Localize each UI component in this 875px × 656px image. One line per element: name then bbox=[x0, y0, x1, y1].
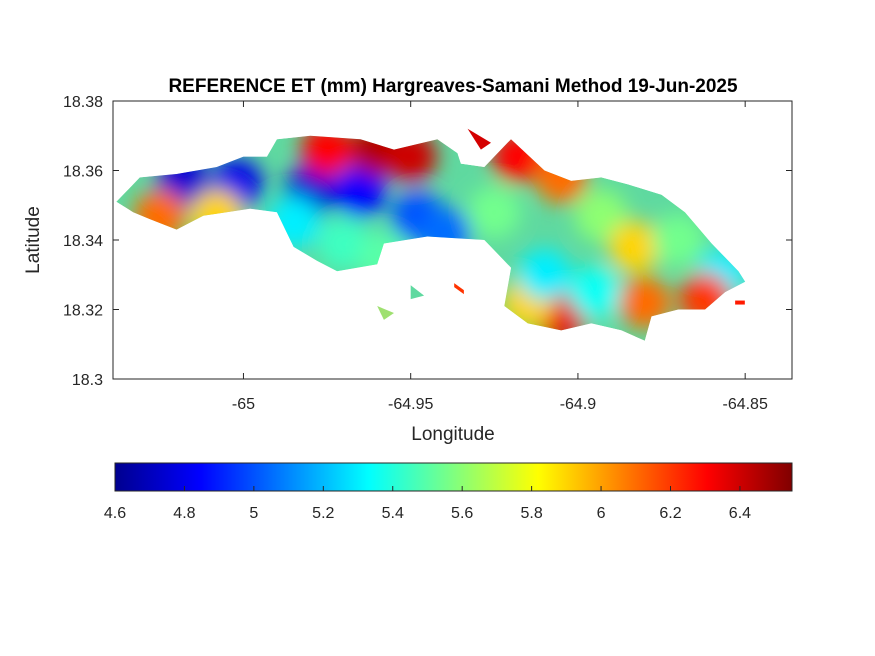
colorbar-tick-label: 5.6 bbox=[451, 505, 473, 522]
islets bbox=[377, 128, 745, 320]
colorbar-tick-label: 5.2 bbox=[312, 505, 334, 522]
x-tick-label: -64.85 bbox=[722, 396, 767, 413]
field-sample bbox=[334, 165, 387, 218]
islet bbox=[377, 306, 394, 320]
colorbar-tick-label: 6 bbox=[597, 505, 606, 522]
colorbar: 4.6 4.8 5 5.2 5.4 5.6 5.8 6 6.2 6.4 bbox=[104, 462, 793, 522]
chart-title: REFERENCE ET (mm) Hargreaves-Samani Meth… bbox=[168, 76, 738, 97]
colorbar-tick-label: 5.4 bbox=[382, 505, 404, 522]
field-sample bbox=[468, 186, 521, 239]
colorbar-tick-label: 6.2 bbox=[659, 505, 681, 522]
x-axis-ticks: -65 -64.95 -64.9 -64.85 bbox=[232, 101, 768, 413]
islet bbox=[454, 283, 464, 295]
colorbar-tick-label: 5.8 bbox=[520, 505, 542, 522]
field-sample bbox=[518, 248, 571, 301]
colorbar-tick-label: 4.6 bbox=[104, 505, 126, 522]
x-axis-label: Longitude bbox=[411, 424, 494, 445]
y-tick-label: 18.3 bbox=[72, 372, 103, 389]
islet bbox=[735, 300, 745, 305]
field-sample bbox=[317, 217, 370, 270]
colorbar-tick-label: 6.4 bbox=[729, 505, 751, 522]
colorbar-ticks: 4.6 4.8 5 5.2 5.4 5.6 5.8 6 6.2 6.4 bbox=[104, 486, 751, 522]
y-axis-ticks: 18.3 18.32 18.34 18.36 18.38 bbox=[63, 94, 792, 389]
field-sample bbox=[575, 189, 628, 242]
map-layer bbox=[112, 100, 793, 380]
field-sample bbox=[568, 266, 621, 319]
field-sample bbox=[608, 220, 661, 273]
y-tick-label: 18.36 bbox=[63, 164, 103, 181]
colorbar-tick-label: 4.8 bbox=[173, 505, 195, 522]
x-tick-label: -64.9 bbox=[560, 396, 597, 413]
y-axis-label: Latitude bbox=[23, 206, 44, 274]
y-tick-label: 18.32 bbox=[63, 303, 103, 320]
x-tick-label: -64.95 bbox=[388, 396, 433, 413]
colorbar-tick-label: 5 bbox=[249, 505, 258, 522]
islet bbox=[410, 285, 425, 300]
colorbar-gradient bbox=[114, 462, 793, 492]
islet bbox=[467, 128, 491, 150]
y-tick-label: 18.34 bbox=[63, 233, 103, 250]
x-tick-label: -65 bbox=[232, 396, 255, 413]
y-tick-label: 18.38 bbox=[63, 94, 103, 111]
field-sample bbox=[652, 214, 705, 266]
